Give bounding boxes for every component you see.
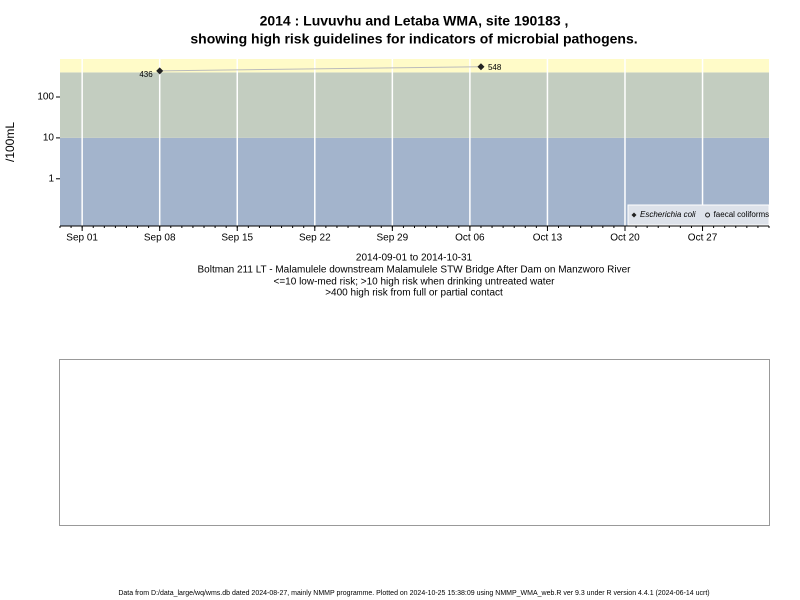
footer: Data from D:/data_large/wq/wms.db dated … [118, 590, 709, 597]
x-tick-label: Oct 06 [455, 233, 485, 244]
x-tick-label: Sep 01 [66, 233, 98, 244]
note: >400 high risk from full or partial cont… [325, 288, 503, 299]
legend-marker [631, 212, 637, 218]
marker [477, 63, 485, 71]
y-axis-label: /100mL [3, 122, 17, 162]
note: <=10 low-med risk; >10 high risk when dr… [274, 277, 556, 288]
chart-subtitle: showing high risk guidelines for indicat… [190, 31, 637, 47]
x-tick-label: Sep 08 [144, 233, 176, 244]
note: Boltman 211 LT - Malamulele downstream M… [198, 265, 632, 276]
series-line [159, 66, 481, 72]
x-axis-label: 2014-09-01 to 2014-10-31 [356, 253, 473, 264]
x-tick-label: Oct 20 [610, 233, 640, 244]
legend-box [627, 204, 770, 226]
risk-band [60, 72, 769, 138]
chart-title: 2014 : Luvuvhu and Letaba WMA, site 1901… [260, 13, 569, 29]
y-tick-label: 1 [48, 173, 54, 184]
legend-label: Escherichia coli [640, 210, 696, 219]
y-tick-label: 10 [43, 133, 55, 144]
data-label: 436 [139, 70, 153, 79]
empty-panel [59, 359, 770, 526]
x-tick-label: Oct 27 [688, 233, 718, 244]
legend-marker [705, 212, 711, 218]
y-tick-label: 100 [37, 92, 54, 103]
x-tick-label: Sep 29 [376, 233, 408, 244]
x-tick-label: Sep 15 [221, 233, 253, 244]
legend-label: faecal coliforms [714, 210, 770, 219]
x-tick-label: Oct 13 [533, 233, 563, 244]
data-label: 548 [488, 63, 502, 72]
x-tick-label: Sep 22 [299, 233, 331, 244]
marker [156, 67, 164, 75]
